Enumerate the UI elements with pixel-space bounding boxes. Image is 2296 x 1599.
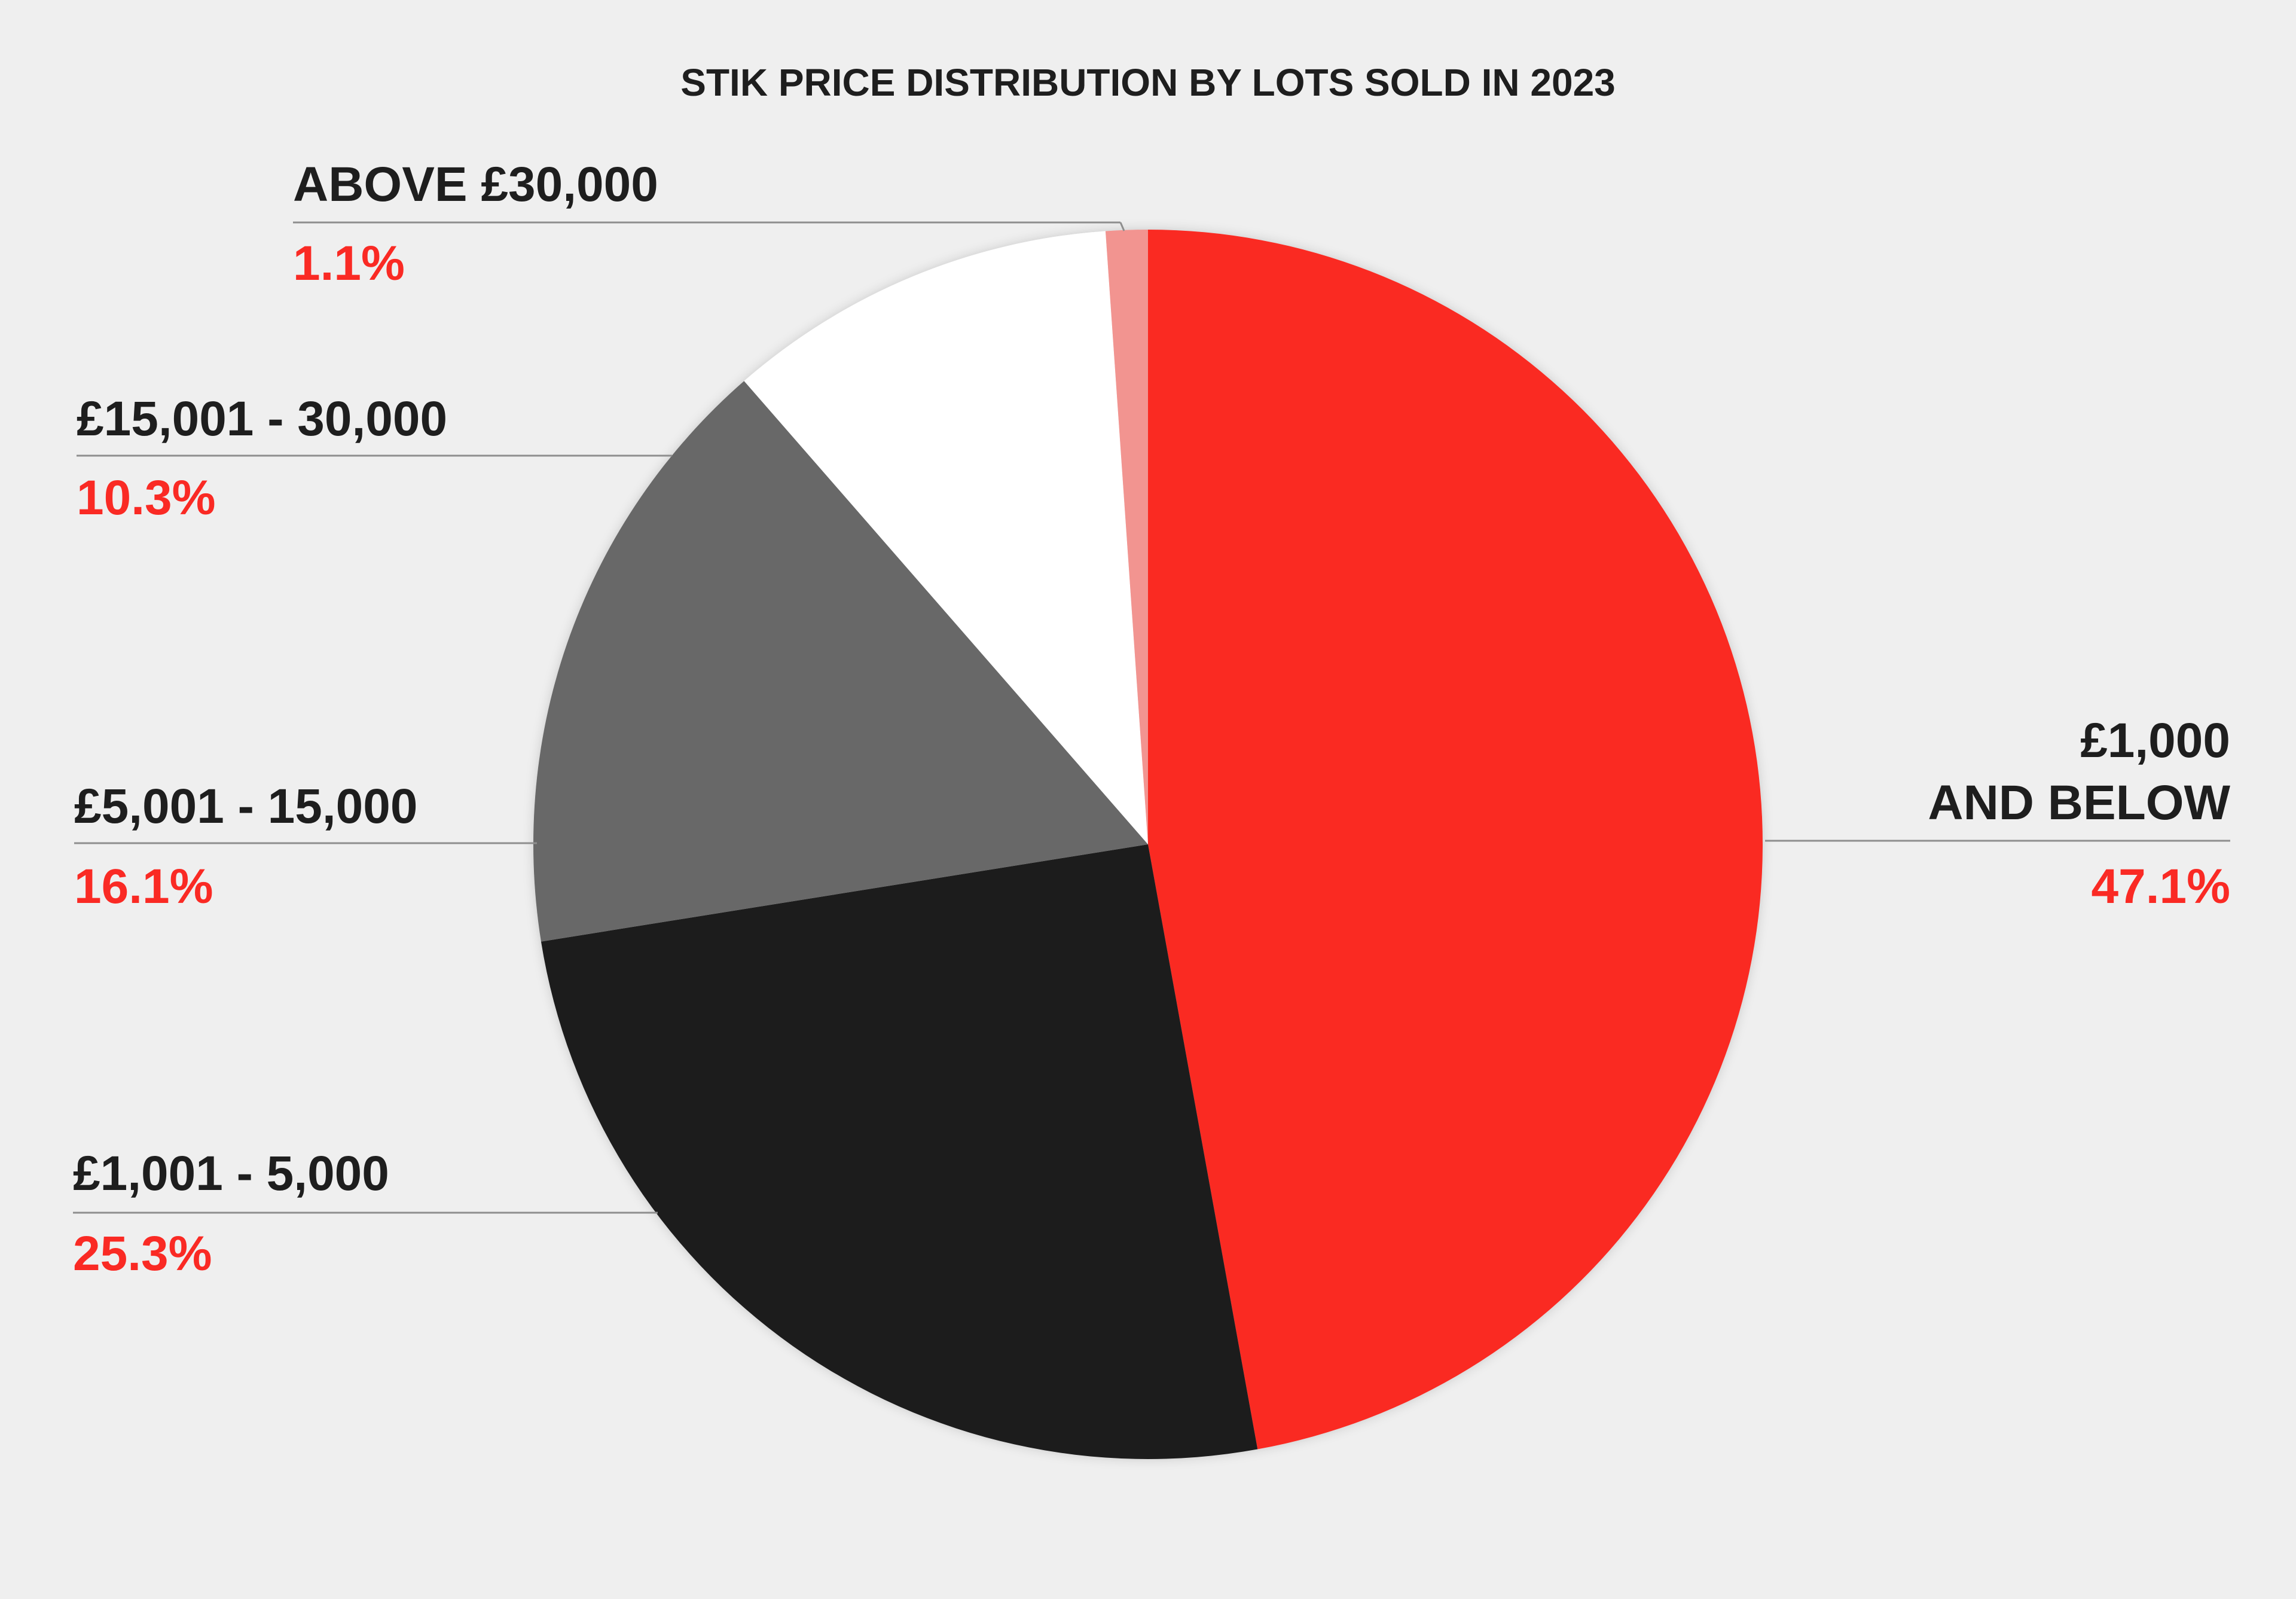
slice-label: £1,001 - 5,000 [73,1146,389,1201]
slice-label: £15,001 - 30,000 [77,392,447,446]
pie-slice [533,381,1149,942]
pie-slice [744,231,1148,845]
slice-value-label: 1.1% [293,236,405,291]
pie-slices [533,230,1763,1459]
slice-value-label: 47.1% [2091,859,2230,914]
slice-label: £1,000 [2080,713,2230,768]
pie-slice [1105,230,1148,844]
slice-label: ABOVE £30,000 [293,157,658,212]
slice-value-label: 10.3% [77,471,216,525]
slice-value-label: 16.1% [74,859,213,914]
slice-callouts: £1,000 AND BELOW 47.1% £1,001 - 5,000 25.3% £… [73,157,2231,1281]
pie-slice [1148,230,1763,1450]
pie-slice [541,844,1258,1459]
chart-title: STIK PRICE DISTRIBUTION BY LOTS SOLD IN … [680,61,1616,104]
leader-line [1119,222,1125,231]
slice-value-label: 25.3% [73,1226,212,1281]
slice-label: AND BELOW [1928,776,2230,830]
slice-label: £5,001 - 15,000 [74,779,417,834]
